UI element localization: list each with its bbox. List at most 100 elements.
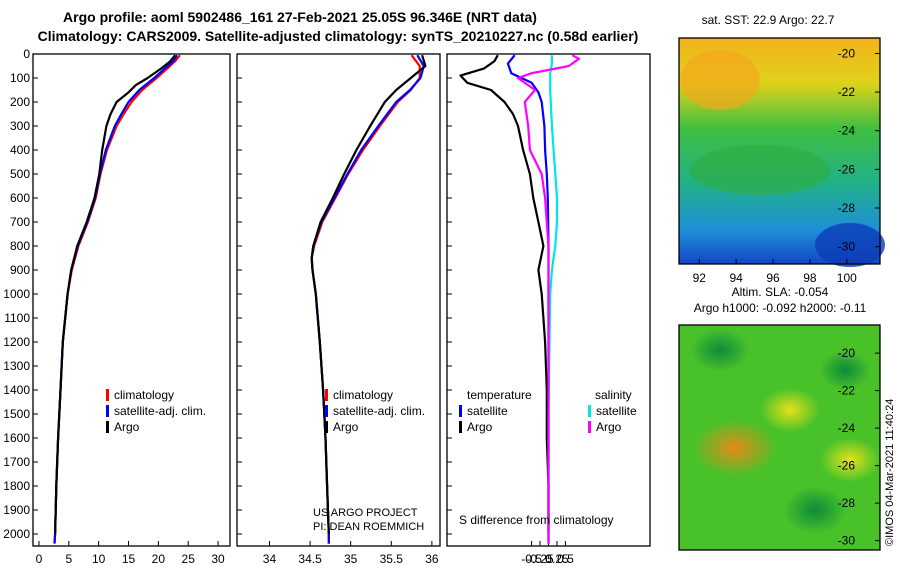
sal-series-line bbox=[310, 54, 427, 535]
sst-axes: -20 -22 -24 -26 -28 -30 92 94 96 98 100 bbox=[693, 46, 880, 285]
legend-swatch-satellite bbox=[325, 405, 328, 417]
map-lat-label: -24 bbox=[838, 124, 856, 138]
pi-annotation: PI: DEAN ROEMMICH bbox=[313, 521, 424, 533]
diff-x-tick-label: -0.5 bbox=[521, 552, 542, 566]
diff-series-line bbox=[516, 54, 581, 544]
sla-low-patch bbox=[783, 486, 847, 534]
map-lat-label: -26 bbox=[838, 459, 856, 473]
temp-series-line bbox=[54, 54, 176, 535]
depth-tick-label: 1000 bbox=[3, 287, 30, 301]
sla-label: Altim. SLA: -0.054 bbox=[732, 285, 829, 299]
legend-swatch-argo bbox=[106, 421, 109, 433]
argo-height-label: Argo h1000: -0.092 h2000: -0.11 bbox=[694, 301, 867, 315]
depth-tick-label: 1700 bbox=[3, 455, 30, 469]
depth-tick-label: 1900 bbox=[3, 503, 30, 517]
salinity-legend: climatology satellite-adj. clim. Argo bbox=[325, 388, 425, 434]
temperature-panel: 0100200300400500600700800900100011001200… bbox=[3, 47, 231, 566]
legend-label-argo: Argo bbox=[333, 420, 359, 434]
legend-swatch-temp-argo bbox=[459, 421, 462, 433]
legend-label-temp-satellite: satellite bbox=[467, 404, 508, 418]
depth-tick-label: 900 bbox=[10, 263, 30, 277]
salinity-panel: 34 34.5 35 35.5 36 bbox=[236, 53, 441, 566]
temp-x-tick-label: 20 bbox=[152, 552, 166, 566]
map-lat-label: -28 bbox=[838, 496, 856, 510]
sal-x-tick-label: 35.5 bbox=[380, 552, 404, 566]
legend-swatch-sal-argo bbox=[588, 421, 591, 433]
map-lat-label: -26 bbox=[838, 162, 856, 176]
depth-tick-label: 300 bbox=[10, 119, 30, 133]
depth-tick-label: 2000 bbox=[3, 527, 30, 541]
depth-tick-label: 600 bbox=[10, 191, 30, 205]
depth-tick-label: 1600 bbox=[3, 431, 30, 445]
sst-mid-patch bbox=[690, 145, 830, 195]
map-lat-label: -22 bbox=[838, 384, 856, 398]
sla-high-patch bbox=[693, 420, 777, 476]
legend-swatch-climatology bbox=[325, 389, 328, 401]
sst-map-frame bbox=[678, 37, 881, 265]
legend-label-argo: Argo bbox=[114, 420, 140, 434]
sla-yellow-patch bbox=[820, 438, 880, 482]
sst-cold-patch bbox=[815, 223, 885, 267]
temp-x-tick-label: 25 bbox=[182, 552, 196, 566]
legend-swatch-argo bbox=[325, 421, 328, 433]
temperature-legend: climatology satellite-adj. clim. Argo bbox=[106, 388, 206, 434]
depth-tick-label: 1500 bbox=[3, 407, 30, 421]
title-line2: Climatology: CARS2009. Satellite-adjuste… bbox=[38, 28, 639, 44]
sst-warm-patch bbox=[680, 50, 760, 110]
sal-x-tick-label: 34.5 bbox=[298, 552, 322, 566]
map-lon-label: 92 bbox=[693, 271, 707, 285]
sst-label: sat. SST: 22.9 Argo: 22.7 bbox=[702, 13, 835, 27]
legend-label-sal-argo: Argo bbox=[596, 420, 622, 434]
diff-x-tick-label: 0 bbox=[545, 552, 552, 566]
depth-tick-label: 0 bbox=[23, 47, 30, 61]
title-line1: Argo profile: aoml 5902486_161 27-Feb-20… bbox=[63, 9, 537, 25]
sal-series-line bbox=[310, 54, 421, 544]
sla-map-frame bbox=[678, 324, 881, 551]
map-lat-label: -30 bbox=[838, 240, 856, 254]
project-annotation: US ARGO PROJECT bbox=[313, 507, 418, 519]
depth-tick-label: 1200 bbox=[3, 335, 30, 349]
map-lon-label: 94 bbox=[729, 271, 743, 285]
legend-title-temperature: temperature bbox=[467, 388, 532, 402]
sla-map bbox=[678, 324, 881, 551]
temp-series-line bbox=[53, 54, 181, 544]
legend-label-satellite: satellite-adj. clim. bbox=[333, 404, 425, 418]
map-lat-label: -20 bbox=[838, 46, 856, 60]
sal-x-tick-label: 34 bbox=[263, 552, 277, 566]
legend-swatch-climatology bbox=[106, 389, 109, 401]
sla-low-patch bbox=[690, 328, 750, 372]
sla-yellow-patch bbox=[760, 388, 820, 432]
diff-series-line bbox=[547, 55, 559, 544]
map-lat-label: -22 bbox=[838, 85, 856, 99]
depth-tick-label: 500 bbox=[10, 167, 30, 181]
sst-map bbox=[678, 37, 885, 267]
sal-x-tick-label: 36 bbox=[425, 552, 439, 566]
legend-label-climatology: climatology bbox=[333, 388, 393, 402]
credit-text: ©IMOS 04-Mar-2021 11:40:24 bbox=[884, 399, 896, 546]
depth-tick-label: 700 bbox=[10, 215, 30, 229]
temp-x-tick-label: 5 bbox=[65, 552, 72, 566]
diff-x-tick-label: 0.25 bbox=[545, 552, 569, 566]
map-lat-label: -20 bbox=[838, 346, 856, 360]
depth-tick-label: 1300 bbox=[3, 359, 30, 373]
temp-x-tick-label: 30 bbox=[211, 552, 225, 566]
map-lat-label: -28 bbox=[838, 201, 856, 215]
legend-swatch-temp-satellite bbox=[459, 405, 462, 417]
difference-legend: temperature satellite Argo salinity sate… bbox=[459, 388, 637, 434]
temp-x-tick-label: 15 bbox=[122, 552, 136, 566]
temp-plot-frame bbox=[32, 53, 231, 547]
diff-series-line bbox=[459, 54, 550, 534]
legend-label-sal-satellite: satellite bbox=[596, 404, 637, 418]
sla-low-patch bbox=[819, 350, 871, 390]
map-lon-label: 100 bbox=[837, 271, 857, 285]
map-lon-label: 98 bbox=[803, 271, 817, 285]
sal-plot-frame bbox=[236, 53, 441, 547]
legend-label-temp-argo: Argo bbox=[467, 420, 493, 434]
map-lat-label: -30 bbox=[838, 534, 856, 548]
depth-tick-label: 200 bbox=[10, 95, 30, 109]
legend-title-salinity: salinity bbox=[595, 388, 632, 402]
depth-tick-label: 1100 bbox=[4, 311, 30, 325]
difference-xlabel: S difference from climatology bbox=[459, 513, 614, 527]
